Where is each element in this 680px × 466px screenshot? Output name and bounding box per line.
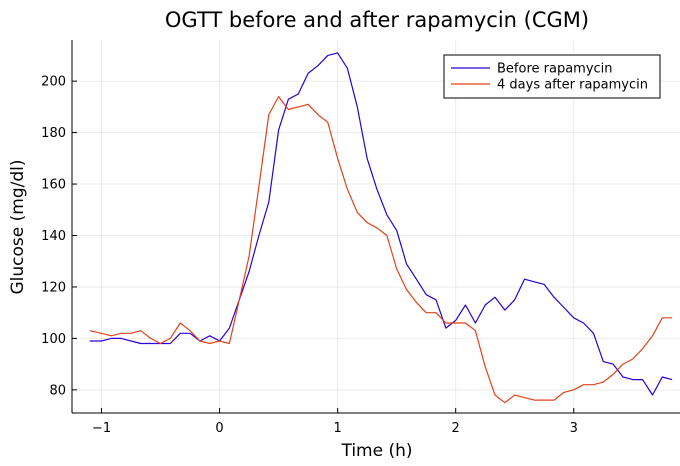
grid [72,40,680,413]
axes [71,40,680,414]
series-line-after-rapamycin [89,95,673,404]
x-tick-label: 3 [570,421,578,436]
series-layer [89,52,673,404]
legend-box [443,54,661,99]
y-tick-label: 120 [41,280,66,295]
y-tick-label: 80 [49,383,66,398]
y-ticks: 80 100 120 140 160 180 200 [41,75,77,398]
y-tick-label: 140 [41,229,66,244]
series-line-before-rapamycin [89,52,673,396]
chart-title: OGTT before and after rapamycin (CGM) [165,8,589,32]
y-tick-label: 160 [41,178,66,193]
legend-label: 4 days after rapamycin [497,78,648,93]
y-tick-label: 200 [41,75,66,90]
y-tick-label: 100 [41,332,66,347]
x-tick-label: 2 [452,421,460,436]
x-ticks: −1 0 1 2 3 [92,408,578,436]
x-tick-label: 1 [333,421,341,436]
x-tick-label: 0 [215,421,223,436]
x-tick-label: −1 [92,421,111,436]
y-axis-label: Glucose (mg/dl) [8,160,28,295]
legend-label: Before rapamycin [497,62,613,77]
x-axis-label: Time (h) [340,441,412,461]
y-tick-label: 180 [41,126,66,141]
